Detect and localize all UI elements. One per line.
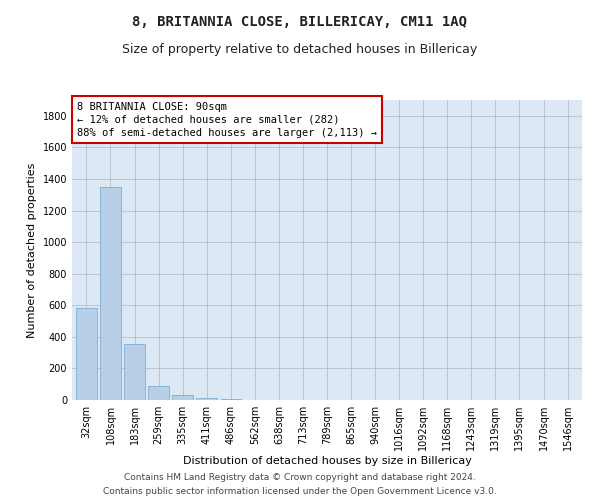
Bar — [196, 398, 217, 400]
Text: 8, BRITANNIA CLOSE, BILLERICAY, CM11 1AQ: 8, BRITANNIA CLOSE, BILLERICAY, CM11 1AQ — [133, 15, 467, 29]
Bar — [172, 396, 193, 400]
Text: Contains public sector information licensed under the Open Government Licence v3: Contains public sector information licen… — [103, 486, 497, 496]
Bar — [148, 386, 169, 400]
Text: 8 BRITANNIA CLOSE: 90sqm
← 12% of detached houses are smaller (282)
88% of semi-: 8 BRITANNIA CLOSE: 90sqm ← 12% of detach… — [77, 102, 377, 138]
Bar — [76, 308, 97, 400]
Text: Contains HM Land Registry data © Crown copyright and database right 2024.: Contains HM Land Registry data © Crown c… — [124, 473, 476, 482]
Y-axis label: Number of detached properties: Number of detached properties — [27, 162, 37, 338]
Bar — [124, 344, 145, 400]
Bar — [100, 187, 121, 400]
X-axis label: Distribution of detached houses by size in Billericay: Distribution of detached houses by size … — [182, 456, 472, 466]
Bar — [221, 399, 241, 400]
Text: Size of property relative to detached houses in Billericay: Size of property relative to detached ho… — [122, 42, 478, 56]
